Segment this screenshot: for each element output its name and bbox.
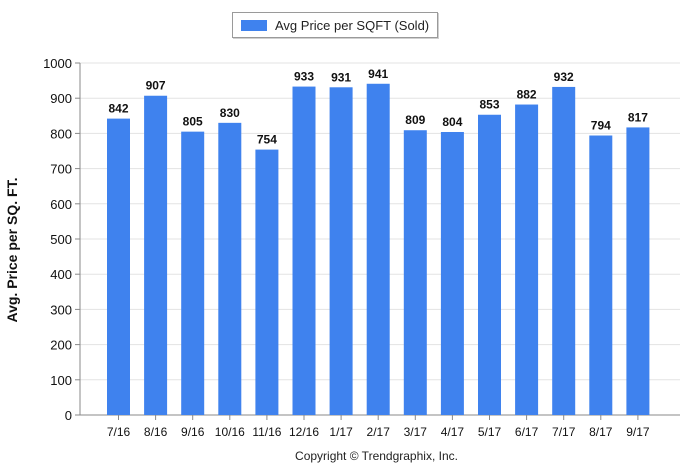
y-tick-label: 1000 [43, 56, 72, 71]
x-tick-label: 10/16 [215, 425, 245, 439]
data-label: 941 [368, 67, 388, 81]
data-label: 817 [628, 110, 648, 124]
data-label: 931 [331, 70, 351, 84]
x-tick-label: 11/16 [252, 425, 281, 439]
data-label: 754 [257, 133, 277, 147]
bar [626, 127, 650, 415]
data-label: 907 [146, 79, 166, 93]
y-tick-label: 200 [50, 338, 72, 353]
x-tick-label: 2/17 [367, 425, 391, 439]
bar [329, 87, 353, 416]
data-label: 804 [442, 115, 462, 129]
y-axis-label: Avg. Price per SQ. FT. [4, 177, 20, 323]
bar [403, 130, 427, 415]
bar [589, 135, 613, 415]
x-tick-label: 8/17 [589, 425, 613, 439]
x-tick-label: 1/17 [329, 425, 353, 439]
data-label: 882 [517, 88, 537, 102]
copyright-text: Copyright © Trendgraphix, Inc. [295, 449, 458, 463]
x-tick-label: 3/17 [404, 425, 428, 439]
x-tick-label: 12/16 [289, 425, 319, 439]
bar [144, 95, 168, 416]
data-label: 933 [294, 70, 314, 84]
data-label: 830 [220, 106, 240, 120]
data-label: 805 [183, 115, 203, 129]
y-tick-label: 100 [50, 373, 72, 388]
x-tick-label: 7/16 [107, 425, 131, 439]
data-label: 809 [405, 113, 425, 127]
x-tick-label: 9/17 [626, 425, 650, 439]
legend-label: Avg Price per SQFT (Sold) [275, 18, 430, 33]
y-tick-label: 900 [50, 91, 72, 106]
x-tick-label: 7/17 [552, 425, 576, 439]
y-tick-label: 0 [65, 408, 72, 423]
x-tick-label: 8/16 [144, 425, 168, 439]
bar [255, 149, 279, 416]
bar [478, 114, 501, 415]
data-label: 853 [479, 98, 499, 112]
y-tick-label: 300 [50, 302, 72, 317]
y-tick-label: 500 [50, 232, 72, 247]
legend-swatch [241, 20, 267, 31]
data-label: 842 [108, 102, 128, 116]
y-tick-label: 600 [50, 197, 72, 212]
legend: Avg Price per SQFT (Sold) [232, 12, 438, 38]
y-tick-label: 700 [50, 162, 72, 177]
bar [292, 86, 316, 416]
x-tick-label: 4/17 [441, 425, 465, 439]
data-label: 794 [591, 119, 611, 133]
y-tick-label: 400 [50, 267, 72, 282]
x-tick-label: 6/17 [515, 425, 539, 439]
y-tick-label: 800 [50, 126, 72, 141]
x-tick-label: 9/16 [181, 425, 205, 439]
bar [107, 118, 130, 415]
bar [366, 83, 390, 415]
bar [218, 122, 242, 415]
bar [515, 104, 539, 415]
bar [440, 131, 464, 415]
bar [552, 86, 576, 415]
bar [181, 131, 205, 415]
data-label: 932 [554, 70, 574, 84]
x-tick-label: 5/17 [478, 425, 502, 439]
